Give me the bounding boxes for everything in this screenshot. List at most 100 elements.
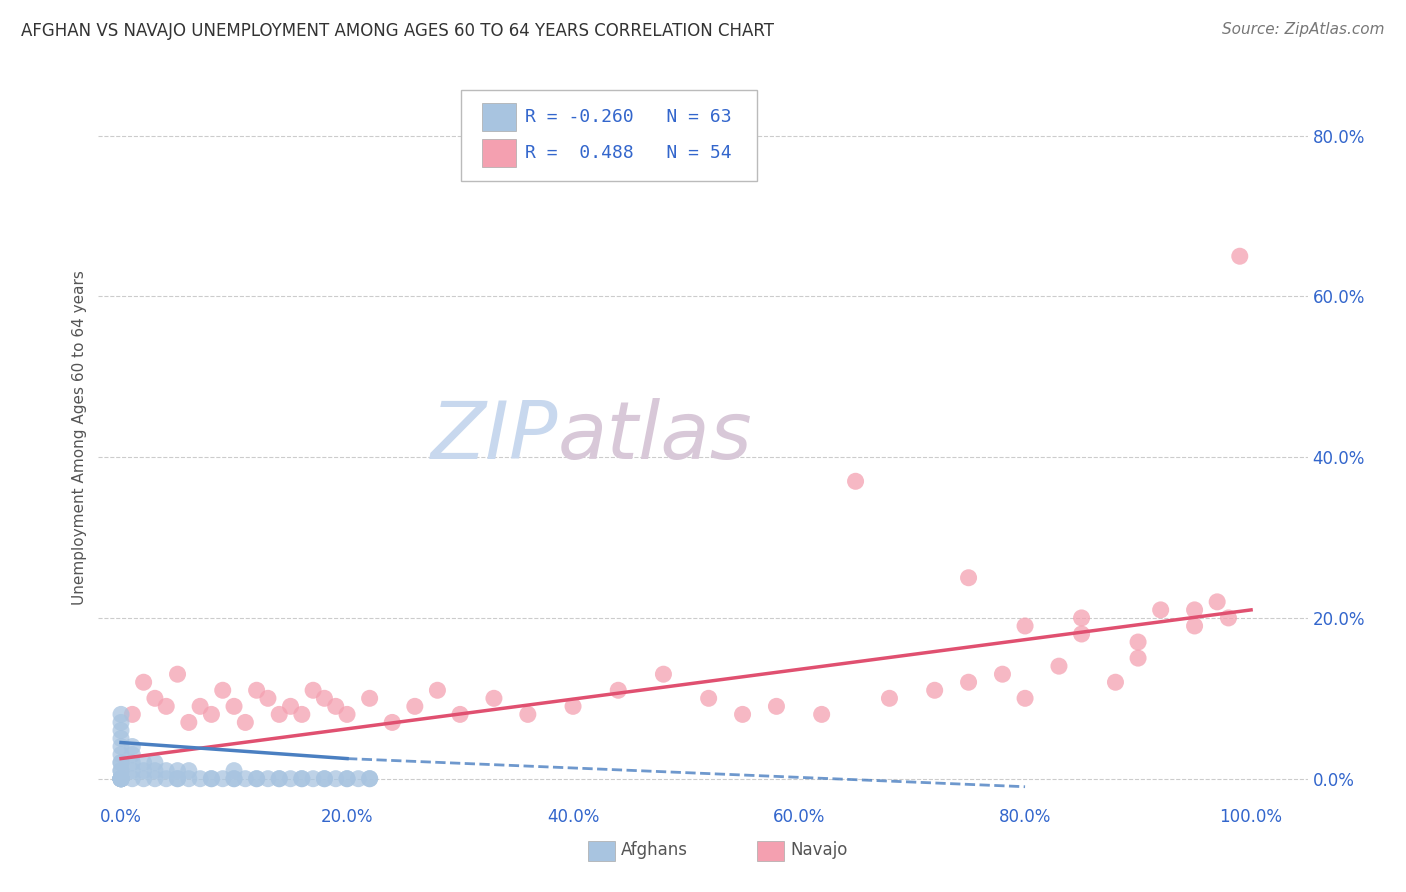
Point [246,683,269,698]
Bar [588,841,614,862]
Point [121,747,143,762]
Point [132,772,155,786]
Point [765,699,787,714]
Text: ZIP: ZIP [430,398,558,476]
Point [132,764,155,778]
Point [200,707,222,722]
Point [957,675,980,690]
Text: R = -0.260   N = 63: R = -0.260 N = 63 [526,108,733,126]
Point [222,772,245,786]
Point [1047,659,1070,673]
Point [110,715,132,730]
Point [110,731,132,746]
Point [155,764,177,778]
Text: atlas: atlas [558,398,752,476]
Point [1150,603,1173,617]
Point [110,772,132,786]
Point [359,772,381,786]
Point [188,699,211,714]
Point [314,691,336,706]
Point [110,747,132,762]
Point [233,772,256,786]
Point [110,739,132,754]
Point [233,715,256,730]
Point [110,756,132,770]
Point [177,772,200,786]
Point [325,772,347,786]
Point [222,772,245,786]
Point [280,772,302,786]
Point [211,772,233,786]
Point [143,691,166,706]
Point [449,707,471,722]
Point [314,772,336,786]
Point [121,756,143,770]
Point [426,683,449,698]
Point [336,772,359,786]
FancyBboxPatch shape [461,90,758,181]
Point [246,772,269,786]
Point [110,772,132,786]
Point [1184,603,1206,617]
Point [143,772,166,786]
Y-axis label: Unemployment Among Ages 60 to 64 years: Unemployment Among Ages 60 to 64 years [72,269,87,605]
Point [155,699,177,714]
Bar [758,841,785,862]
Point [200,772,222,786]
Point [269,707,291,722]
Point [177,764,200,778]
Point [957,571,980,585]
Point [731,707,754,722]
Text: Afghans: Afghans [621,841,688,859]
Point [991,667,1014,681]
Point [110,756,132,770]
Point [845,475,868,489]
Point [121,739,143,754]
Point [325,699,347,714]
Point [121,772,143,786]
Point [697,691,720,706]
Point [1126,651,1149,665]
Point [924,683,946,698]
Point [280,699,302,714]
Point [110,772,132,786]
Point [257,772,280,786]
Point [143,756,166,770]
Point [166,772,188,786]
Point [110,707,132,722]
Point [110,772,132,786]
Point [1104,675,1126,690]
Point [302,772,325,786]
Point [1206,595,1229,609]
Point [110,764,132,778]
Bar [482,139,516,167]
Point [177,715,200,730]
Text: Navajo: Navajo [790,841,848,859]
Point [562,699,585,714]
Point [291,707,314,722]
Point [246,772,269,786]
Point [211,683,233,698]
Point [166,667,188,681]
Point [1218,611,1240,625]
Point [110,772,132,786]
Point [222,764,245,778]
Point [1070,611,1092,625]
Point [1126,635,1149,649]
Point [1014,691,1036,706]
Point [143,764,166,778]
Point [269,772,291,786]
Point [336,772,359,786]
Point [482,691,505,706]
Text: AFGHAN VS NAVAJO UNEMPLOYMENT AMONG AGES 60 TO 64 YEARS CORRELATION CHART: AFGHAN VS NAVAJO UNEMPLOYMENT AMONG AGES… [21,22,775,40]
Point [314,772,336,786]
Bar [482,103,516,130]
Point [652,667,675,681]
Text: Source: ZipAtlas.com: Source: ZipAtlas.com [1222,22,1385,37]
Point [222,699,245,714]
Point [257,691,280,706]
Point [155,772,177,786]
Point [166,772,188,786]
Point [291,772,314,786]
Point [302,683,325,698]
